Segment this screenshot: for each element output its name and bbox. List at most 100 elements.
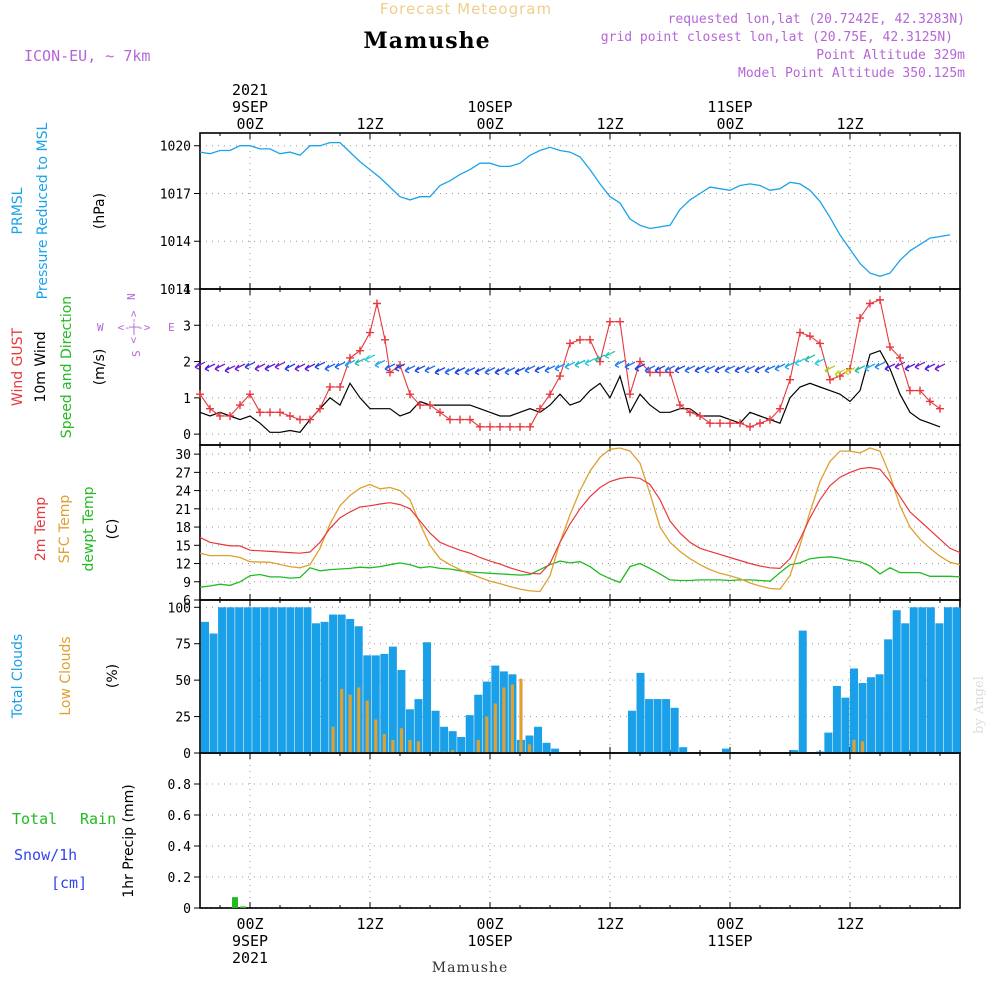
wind-direction-arrow	[204, 363, 216, 372]
bottom-time-label: 00Z	[476, 915, 503, 933]
total-cloud-bar	[243, 607, 252, 753]
gust-marker	[366, 328, 374, 337]
gust-marker	[326, 382, 334, 391]
wind-direction-arrow	[364, 354, 376, 363]
pressure-ytick-label: 1011	[160, 283, 191, 298]
total-cloud-bar	[884, 639, 893, 753]
total-cloud-bar	[277, 607, 286, 753]
gust-marker	[886, 343, 894, 352]
top-time-label: 12Z	[836, 115, 863, 133]
top-time-label: 10SEP	[467, 98, 512, 116]
pressure-ytick-label: 1014	[160, 235, 191, 250]
wind-direction-arrow	[654, 365, 666, 374]
pressure-label-desc: Pressure Reduced to MSL	[35, 122, 51, 299]
wind-direction-arrow	[504, 367, 516, 376]
pressure-label-unit: (hPa)	[92, 193, 108, 229]
wind-panel: 0 1 2 3 4	[183, 283, 961, 446]
wind-direction-arrow	[294, 363, 306, 372]
gust-marker	[936, 404, 944, 413]
total-cloud-bar	[858, 683, 867, 753]
gust-marker	[356, 346, 364, 355]
temp-label-dewpt: dewpt Temp	[81, 486, 97, 571]
low-cloud-bar	[476, 739, 480, 753]
gust-marker	[746, 422, 754, 431]
wind-direction-arrow	[624, 361, 636, 370]
gust-marker	[696, 411, 704, 420]
total-cloud-bar	[875, 674, 884, 753]
gust-marker	[416, 401, 424, 410]
gust-marker	[736, 419, 744, 428]
wind-direction-arrow	[234, 363, 246, 372]
gust-marker	[566, 339, 574, 348]
bottom-time-label: 12Z	[596, 915, 623, 933]
total-cloud-bar	[380, 653, 389, 753]
gust-marker	[756, 419, 764, 428]
total-cloud-bar	[431, 710, 440, 753]
total-cloud-bar	[534, 726, 543, 753]
clouds-ytick-label: 75	[175, 638, 191, 653]
wind-direction-arrow	[554, 363, 566, 372]
total-cloud-bar	[260, 607, 269, 753]
low-cloud-bar	[331, 726, 335, 753]
bottom-time-label: 00Z	[236, 915, 263, 933]
gust-marker	[436, 408, 444, 417]
total-cloud-bar	[320, 621, 329, 753]
gust-marker	[256, 408, 264, 417]
wind-direction-arrow	[834, 368, 846, 378]
wind-ytick-label: 1	[183, 392, 191, 407]
wind-direction-arrow	[544, 365, 556, 374]
wind-direction-arrow	[314, 361, 326, 370]
precip-ytick-label: 0.4	[168, 840, 192, 855]
gust-marker	[246, 390, 254, 399]
total-cloud-bar	[832, 685, 841, 753]
wind-label-gust: Wind GUST	[10, 327, 26, 406]
total-cloud-bar	[269, 607, 278, 753]
wind-speed-line	[199, 349, 941, 433]
total-cloud-bar	[662, 699, 671, 753]
wind-direction-arrow	[694, 365, 706, 374]
wind-direction-arrow	[464, 367, 476, 376]
wind-direction-arrow	[424, 365, 436, 374]
precip-ytick-label: 0.8	[168, 778, 191, 793]
pressure-line	[199, 141, 951, 277]
wind-direction-arrow	[674, 365, 686, 374]
top-time-label: 2021	[232, 81, 268, 99]
total-cloud-bar	[867, 677, 876, 753]
low-cloud-bar	[374, 719, 378, 753]
gust-marker	[196, 390, 204, 399]
gust-marker	[806, 332, 814, 341]
wind-direction-arrow	[564, 361, 576, 370]
total-cloud-bar	[653, 699, 662, 753]
gust-marker	[546, 390, 554, 399]
top-time-label: 00Z	[236, 115, 263, 133]
total-cloud-bar	[824, 732, 833, 753]
wind-label-10m: 10m Wind	[33, 331, 49, 402]
temperature-panel: 6 9 12 15 18 21 24 27 30	[175, 444, 961, 609]
wind-direction-arrow	[724, 365, 736, 374]
pressure-ytick-label: 1017	[160, 187, 191, 202]
gust-marker	[916, 386, 924, 395]
gust-marker	[226, 411, 234, 420]
temp-ytick-label: 9	[183, 576, 191, 591]
total-cloud-bar	[371, 655, 380, 753]
wind-direction-arrow	[444, 367, 456, 376]
wind-direction-arrow	[474, 367, 486, 376]
low-cloud-bar	[510, 684, 515, 753]
wind-direction-arrow	[534, 365, 546, 374]
low-cloud-bar	[382, 734, 386, 753]
wind-direction-arrow	[614, 359, 626, 368]
clouds-ytick-label: 100	[168, 601, 191, 616]
wind-direction-arrow	[274, 361, 286, 370]
total-cloud-bar	[294, 607, 303, 753]
total-cloud-bar	[645, 699, 654, 753]
total-cloud-bar	[388, 646, 397, 753]
total-cloud-bar	[457, 736, 466, 753]
wind-direction-arrow	[224, 365, 236, 374]
gust-marker	[616, 317, 624, 326]
product-title: Forecast Meteogram	[380, 0, 552, 18]
compass-horizontal-arrow: <-|->	[117, 321, 150, 334]
wind-direction-arrow	[284, 363, 296, 372]
precip-bar	[232, 897, 238, 908]
gust-marker	[926, 397, 934, 406]
low-cloud-bar	[340, 688, 344, 753]
